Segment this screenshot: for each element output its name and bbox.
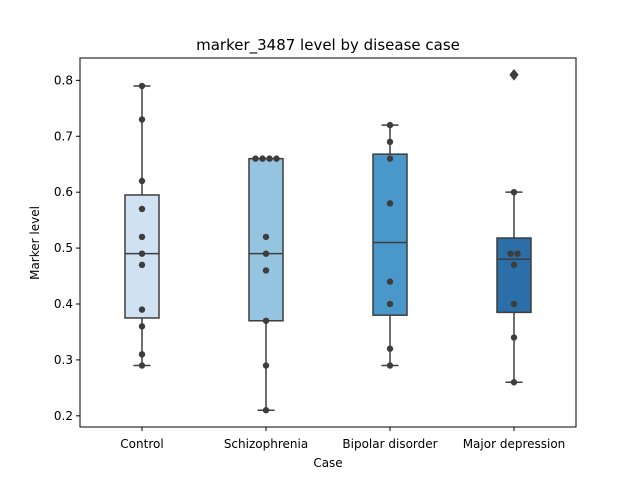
data-point	[138, 82, 146, 90]
x-tick-label: Schizophrenia	[224, 437, 308, 451]
data-point	[138, 306, 146, 313]
data-point	[386, 362, 394, 369]
y-tick-label: 0.7	[54, 129, 73, 143]
data-point	[510, 334, 518, 341]
box-iqr	[372, 153, 408, 316]
data-point	[262, 362, 270, 369]
data-point	[510, 379, 518, 386]
x-axis-label: Case	[313, 456, 342, 470]
data-point	[262, 317, 270, 324]
data-point	[262, 250, 270, 257]
data-point	[262, 407, 270, 414]
x-axis: Control Schizophrenia Bipolar disorder Majo…	[120, 427, 565, 451]
data-point	[262, 233, 270, 241]
x-tick-label: Major depression	[463, 437, 566, 451]
box-group	[248, 155, 284, 414]
box-iqr	[496, 237, 532, 314]
box-group	[496, 68, 532, 386]
box-group	[372, 121, 408, 369]
y-tick-label: 0.2	[54, 409, 73, 423]
data-point	[138, 351, 146, 358]
data-point	[386, 300, 394, 308]
data-point	[138, 323, 146, 330]
data-point	[138, 261, 146, 269]
y-tick-label: 0.8	[54, 73, 73, 87]
plot-area	[124, 68, 532, 414]
data-point	[510, 188, 518, 196]
y-tick-label: 0.3	[54, 353, 73, 367]
data-point	[386, 200, 394, 207]
data-point	[510, 261, 518, 269]
data-point	[252, 155, 259, 162]
y-axis-label: Marker level	[28, 206, 42, 280]
data-point	[138, 116, 146, 123]
data-point	[386, 121, 394, 129]
data-point	[138, 177, 146, 185]
data-point	[507, 250, 514, 257]
box-group	[124, 82, 160, 369]
data-point	[138, 205, 146, 213]
x-tick-label: Control	[120, 437, 163, 451]
data-point	[259, 155, 266, 162]
y-axis: 0.2 0.3 0.4 0.5 0.6 0.7 0.8	[54, 73, 80, 423]
y-tick-label: 0.5	[54, 241, 73, 255]
y-tick-label: 0.6	[54, 185, 73, 199]
data-point	[510, 300, 518, 308]
data-point	[510, 71, 518, 78]
data-point	[386, 155, 394, 162]
x-tick-label: Bipolar disorder	[342, 437, 437, 451]
data-point	[386, 138, 394, 146]
plot-frame	[79, 57, 577, 428]
data-point	[138, 233, 146, 241]
data-point	[138, 250, 146, 257]
data-point	[266, 155, 273, 162]
data-point	[386, 278, 394, 285]
data-point	[386, 345, 394, 352]
data-point	[138, 362, 146, 369]
data-point	[273, 155, 280, 162]
data-point	[262, 267, 270, 274]
data-point	[514, 250, 521, 257]
y-tick-label: 0.4	[54, 297, 73, 311]
chart-title: marker_3487 level by disease case	[196, 36, 460, 55]
